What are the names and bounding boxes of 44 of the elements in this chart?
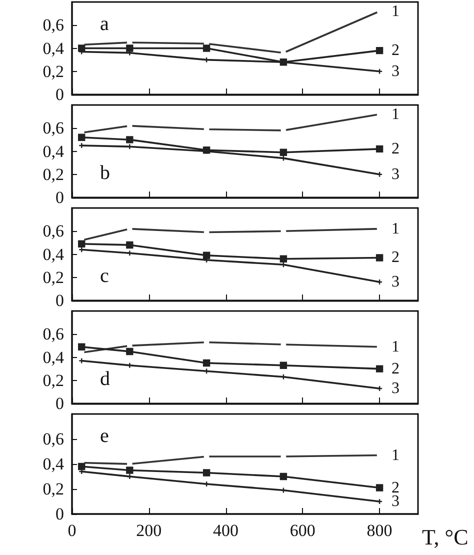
series-label: 2 <box>392 140 400 158</box>
series-label: 2 <box>392 249 400 266</box>
series-label: 1 <box>392 220 400 238</box>
x-tick-label: 0 <box>68 521 76 540</box>
x-axis-title: T, °C <box>422 524 468 550</box>
annotation: d <box>100 368 110 390</box>
x-tick-label: 200 <box>136 521 162 540</box>
y-tick-label: 0,4 <box>42 454 64 474</box>
y-tick-label: 0,6 <box>42 118 64 138</box>
y-tick-label: 0 <box>56 504 64 524</box>
annotation: a <box>100 13 109 35</box>
annotation: b <box>100 162 110 184</box>
y-tick-label: 0,6 <box>42 16 64 35</box>
series-label: 1 <box>392 446 400 464</box>
y-tick-label: 0,4 <box>42 348 64 367</box>
y-tick-label: 0 <box>56 291 64 310</box>
y-tick-label: 0,2 <box>42 370 64 390</box>
y-tick-label: 0,4 <box>42 142 64 161</box>
y-tick-label: 0 <box>56 85 64 104</box>
x-tick-label: 800 <box>366 521 392 540</box>
x-tick-label: 400 <box>213 521 239 540</box>
series-label: 3 <box>392 380 400 397</box>
y-tick-label: 0 <box>56 394 64 413</box>
y-tick-label: 0,2 <box>42 62 64 81</box>
y-tick-label: 0 <box>56 188 64 207</box>
series-label: 3 <box>392 274 400 290</box>
annotation: c <box>100 265 109 287</box>
series-label: 3 <box>392 62 400 80</box>
y-tick-label: 0,2 <box>42 268 64 287</box>
series-label: 1 <box>392 2 400 20</box>
series-label: 2 <box>392 360 400 378</box>
series-label: 3 <box>392 166 400 183</box>
y-tick-label: 0,6 <box>42 324 64 344</box>
series-label: 2 <box>392 42 400 60</box>
x-tick-label: 600 <box>290 521 316 540</box>
y-tick-label: 0,4 <box>42 244 64 264</box>
y-tick-label: 0,4 <box>42 38 64 58</box>
series-label: 1 <box>392 338 400 356</box>
y-tick-label: 0,2 <box>42 164 64 184</box>
y-tick-label: 0,6 <box>42 222 64 241</box>
y-tick-label: 0,2 <box>42 480 64 498</box>
series-label: 1 <box>392 106 400 123</box>
y-tick-label: 0,6 <box>42 430 64 448</box>
annotation: e <box>100 425 109 447</box>
